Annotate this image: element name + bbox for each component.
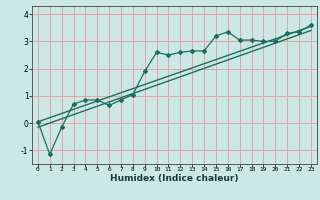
X-axis label: Humidex (Indice chaleur): Humidex (Indice chaleur) — [110, 174, 239, 183]
